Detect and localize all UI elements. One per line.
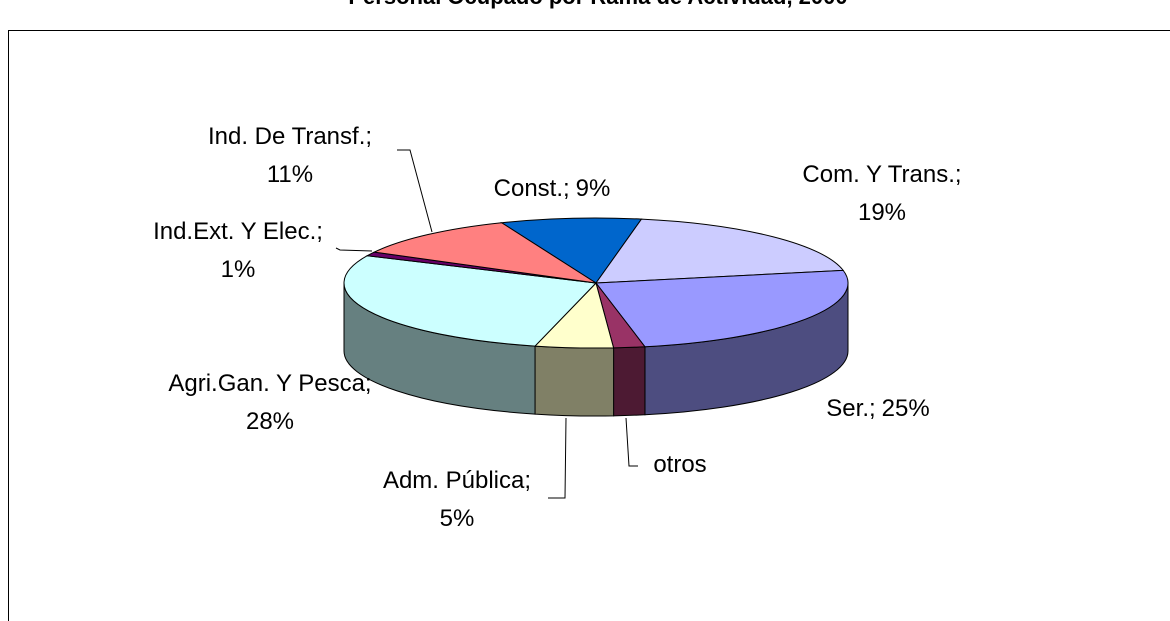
pie-slice-side bbox=[613, 346, 646, 417]
data-label: Ser.; 25% bbox=[826, 395, 929, 422]
leader-line bbox=[625, 417, 638, 467]
pie-slice bbox=[343, 255, 598, 347]
data-label: Agri.Gan. Y Pesca; 28% bbox=[168, 370, 371, 435]
data-label: Com. Y Trans.; 19% bbox=[802, 161, 961, 226]
chart-title: Personal Ocupado por Rama de Actividad, … bbox=[348, 0, 847, 9]
data-label: Ind. De Transf.; 11% bbox=[208, 123, 372, 188]
pie-slice bbox=[500, 217, 643, 284]
label-value: 19% bbox=[858, 199, 906, 226]
data-label: Adm. Pública; 5% bbox=[383, 467, 531, 532]
chart-frame bbox=[8, 30, 1170, 621]
pie-slice bbox=[372, 222, 597, 284]
pie-slice bbox=[594, 218, 845, 284]
label-value: 1% bbox=[221, 256, 256, 283]
label-category: Ser.; bbox=[826, 395, 875, 422]
leader-lines bbox=[335, 149, 638, 499]
label-value: 11% bbox=[267, 161, 313, 188]
data-label: otros bbox=[653, 451, 706, 478]
label-category: otros bbox=[653, 451, 706, 478]
label-category: Com. Y Trans.; bbox=[802, 161, 961, 188]
leader-line bbox=[548, 417, 567, 499]
label-category: Const.; bbox=[494, 175, 570, 202]
pie-slice-side bbox=[534, 345, 615, 417]
label-category: Adm. Pública; bbox=[383, 467, 531, 494]
leader-line bbox=[397, 149, 433, 233]
leader-line bbox=[335, 247, 373, 252]
pie-tops bbox=[343, 217, 849, 349]
label-value: 28% bbox=[246, 408, 294, 435]
label-category: Ind.Ext. Y Elec.; bbox=[153, 218, 323, 245]
pie-slice bbox=[595, 269, 849, 348]
data-label: Ind.Ext. Y Elec.; 1% bbox=[153, 218, 323, 283]
label-value: 9% bbox=[576, 175, 611, 202]
pie-sides bbox=[343, 282, 849, 417]
label-value: 5% bbox=[440, 505, 475, 532]
label-category: Ind. De Transf.; bbox=[208, 123, 372, 150]
label-value: 25% bbox=[882, 395, 930, 422]
data-label: Const.; 9% bbox=[494, 175, 611, 202]
label-category: Agri.Gan. Y Pesca; bbox=[168, 370, 371, 397]
